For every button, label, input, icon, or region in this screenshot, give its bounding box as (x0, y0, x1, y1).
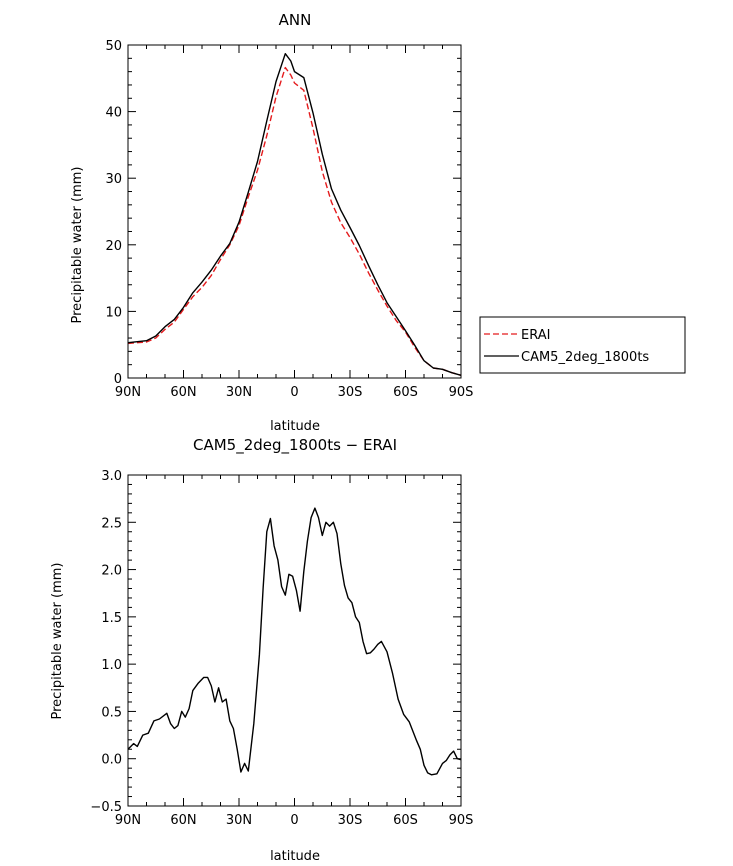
y-tick-label: 0.0 (101, 753, 122, 768)
bottom-series (127, 507, 462, 776)
y-tick-label: 30 (105, 172, 122, 187)
x-tick-label: 60S (393, 385, 418, 400)
legend: ERAI CAM5_2deg_1800ts (479, 316, 686, 374)
x-tick-label: 60N (170, 385, 196, 400)
bottom-series-line-1 (127, 507, 462, 776)
y-tick-label: 2.5 (101, 516, 122, 531)
x-tick-label: 30S (338, 385, 363, 400)
top-y-axis-label: Precipitable water (mm) (70, 167, 85, 324)
top-series-line-cam5-2deg-1800ts (127, 53, 462, 376)
x-tick-label: 0 (290, 385, 298, 400)
top-series-line-erai (127, 66, 462, 376)
bottom-axis-ticks (127, 474, 462, 807)
bottom-tick-labels: 90N 60N 30N 0 30S 60S 90S −0.5 0.0 0.5 1.0 1.5 2.0 2.… (90, 469, 473, 828)
bottom-chart-title: CAM5_2deg_1800ts − ERAI (193, 436, 397, 455)
x-tick-label: 30S (338, 813, 363, 828)
top-axis-ticks (127, 44, 462, 379)
bottom-plot-frame (127, 474, 462, 807)
x-tick-label: 30N (226, 813, 252, 828)
bottom-y-axis-label: Precipitable water (mm) (50, 563, 65, 720)
y-tick-label: 0 (114, 372, 122, 387)
bottom-x-axis-label: latitude (270, 849, 320, 864)
top-panel: ANN Precipitable water (mm) latitude 90N… (70, 11, 473, 434)
x-tick-label: 30N (226, 385, 252, 400)
x-tick-label: 90N (115, 813, 141, 828)
x-tick-label: 90S (449, 385, 474, 400)
x-tick-label: 60N (170, 813, 196, 828)
top-series (127, 53, 462, 376)
legend-label-erai: ERAI (521, 328, 550, 343)
y-tick-label: 3.0 (101, 469, 122, 484)
y-tick-label: 0.5 (101, 705, 122, 720)
legend-label-cam5: CAM5_2deg_1800ts (521, 350, 649, 365)
y-tick-label: 20 (105, 239, 122, 254)
y-tick-label: 50 (105, 39, 122, 54)
bottom-panel: CAM5_2deg_1800ts − ERAI Precipitable wat… (50, 436, 473, 864)
x-tick-label: 0 (290, 813, 298, 828)
y-tick-label: −0.5 (90, 800, 122, 815)
y-tick-label: 1.0 (101, 658, 122, 673)
top-chart-title: ANN (279, 11, 312, 29)
x-tick-label: 90N (115, 385, 141, 400)
x-tick-label: 90S (449, 813, 474, 828)
y-tick-label: 2.0 (101, 564, 122, 579)
top-x-axis-label: latitude (270, 419, 320, 434)
top-tick-labels: 90N 60N 30N 0 30S 60S 90S 0 10 20 30 40 50 (105, 39, 473, 400)
x-tick-label: 60S (393, 813, 418, 828)
y-tick-label: 40 (105, 106, 122, 121)
legend-box (479, 316, 686, 374)
y-tick-label: 1.5 (101, 611, 122, 626)
top-plot-frame (127, 44, 462, 379)
y-tick-label: 10 (105, 305, 122, 320)
